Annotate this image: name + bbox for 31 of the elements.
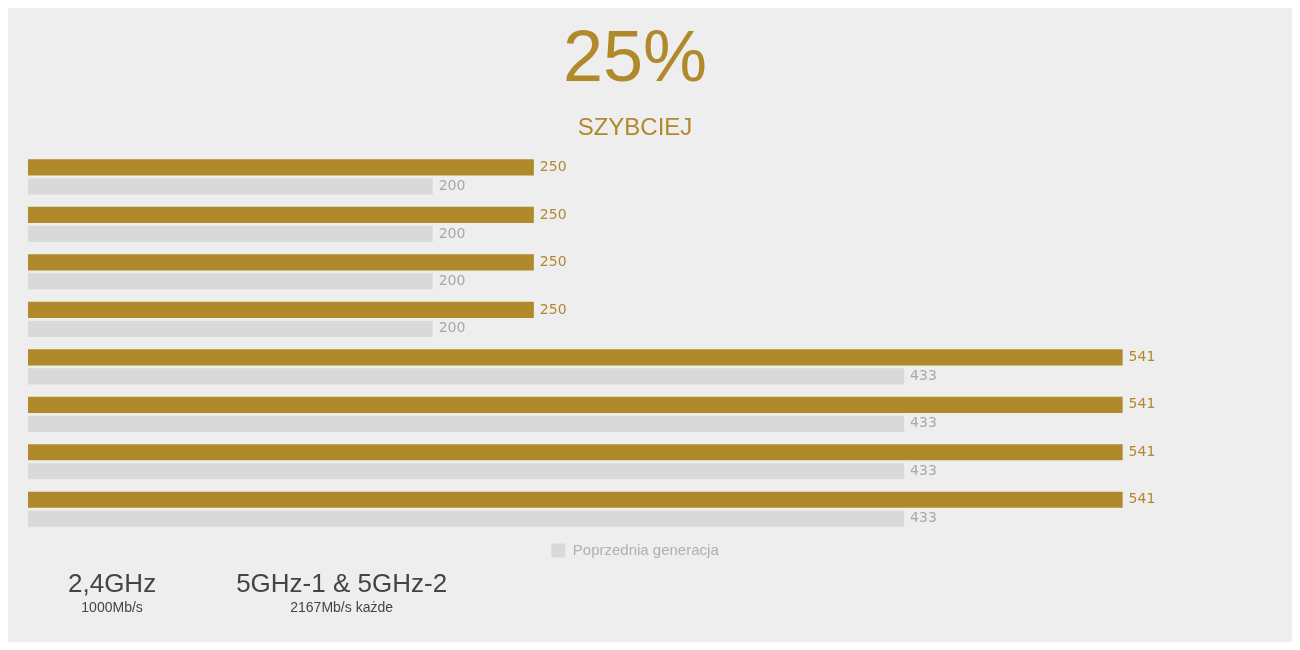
text: 1000Mb/s [80,599,144,615]
data-label: 433 [910,414,937,431]
chart-title: 25% [562,16,708,97]
data-label: 433 [910,366,937,383]
data-label: 200 [438,224,466,241]
data-label: 433 [910,461,937,478]
chart-subtitle: SZYBCIEJ [577,113,693,141]
data-label: 541 [1128,395,1156,412]
bar [28,396,1123,413]
data-label: 200 [438,272,466,289]
data-label: 541 [1128,490,1156,507]
bar [28,444,1123,461]
bar [28,491,1123,508]
data-label: 200 [438,177,466,194]
data-label: 200 [438,319,466,336]
data-label: 250 [539,158,567,175]
data-label: 250 [539,205,567,222]
text: 2,4GHz [68,568,157,599]
data-label: 541 [1128,347,1156,364]
bar [28,301,534,318]
data-label: 250 [539,253,567,270]
data-label: 433 [910,509,937,526]
data-label: 541 [1128,442,1156,459]
text: 2167Mb/s każde [289,599,394,615]
bar [28,254,534,271]
bar [28,159,534,176]
legend-label: Poprzednia generacja [572,540,720,558]
text: 5GHz-1 & 5GHz-2 [236,568,448,599]
data-label: 250 [539,300,567,317]
bar [28,206,534,223]
bar [28,349,1123,366]
